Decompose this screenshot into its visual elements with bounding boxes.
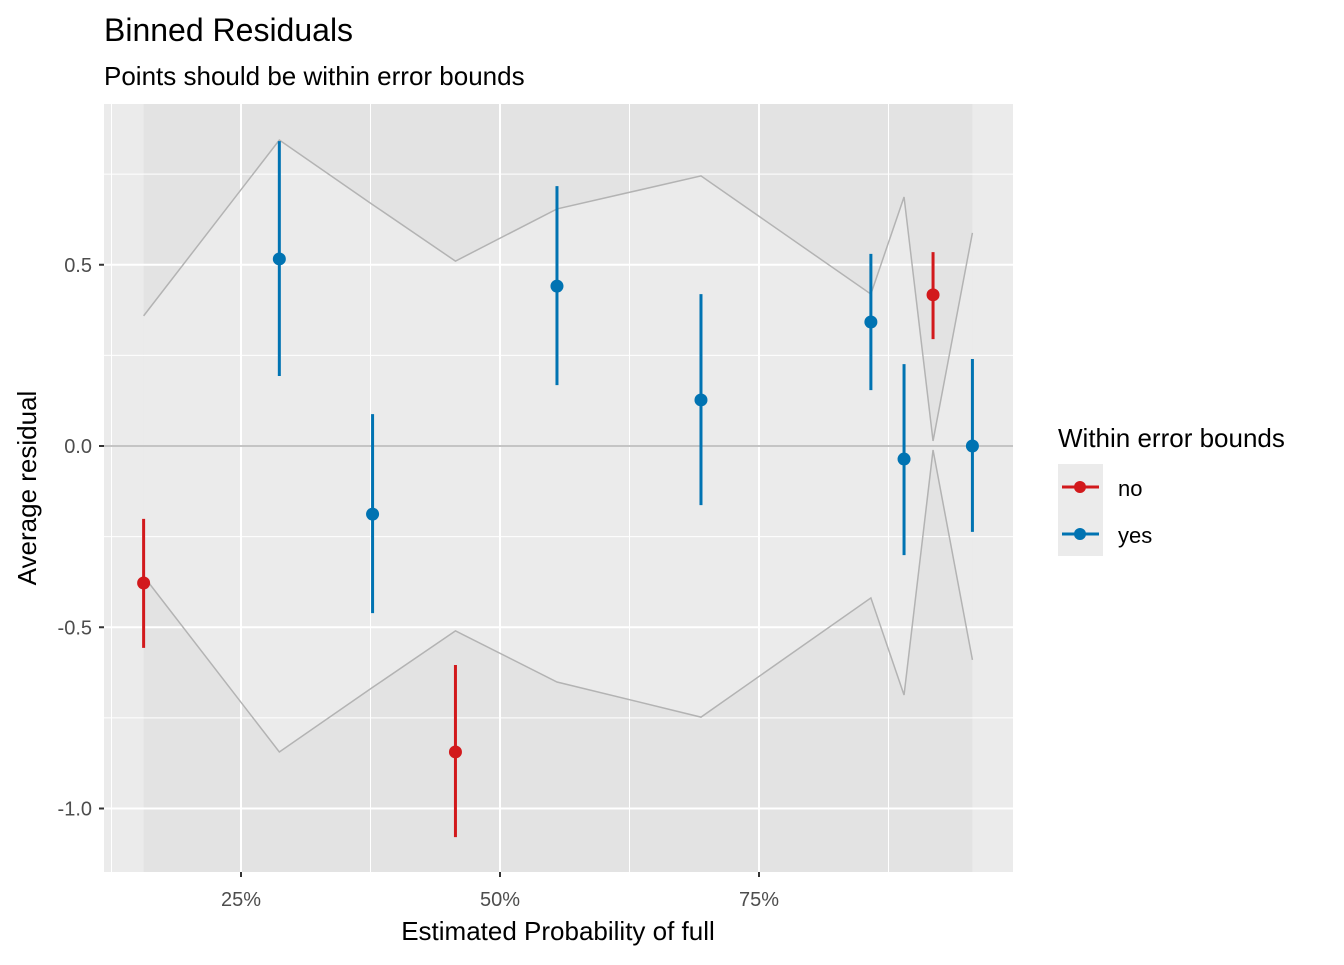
data-point-6 <box>864 315 878 329</box>
data-point-1 <box>272 252 286 266</box>
y-tick-label: 0.5 <box>64 255 92 277</box>
data-point-2 <box>366 507 380 521</box>
lower-bound-line <box>143 449 974 753</box>
chart-title: Binned Residuals <box>104 12 353 48</box>
legend-key-bg <box>1058 464 1103 556</box>
data-point-9 <box>965 439 979 453</box>
data-point-0 <box>137 576 151 590</box>
y-tick-label: 0.0 <box>64 436 92 458</box>
data-point-8 <box>926 288 940 302</box>
y-axis-label: Average residual <box>12 391 42 586</box>
x-axis-label: Estimated Probability of full <box>401 916 715 946</box>
axes: 25% 50% 75% 0.5 0.0 -0.5 -1.0 <box>58 255 780 911</box>
legend-key-no-point <box>1074 481 1086 493</box>
legend-key-yes-point <box>1074 528 1086 540</box>
upper-bound-line <box>143 139 974 442</box>
data-point-7 <box>897 452 911 466</box>
x-tick-label: 50% <box>480 889 520 911</box>
y-tick-label: -1.0 <box>58 799 92 821</box>
data-point-4 <box>550 279 564 293</box>
x-tick-label: 25% <box>221 889 261 911</box>
data-point-3 <box>448 745 462 759</box>
legend-label-no: no <box>1118 476 1142 501</box>
points-layer <box>137 141 979 838</box>
x-tick-label: 75% <box>739 889 779 911</box>
error-bounds <box>143 139 974 753</box>
grid <box>104 104 1013 872</box>
legend-title: Within error bounds <box>1058 423 1285 453</box>
legend-label-yes: yes <box>1118 523 1152 548</box>
y-tick-label: -0.5 <box>58 617 92 639</box>
chart-subtitle: Points should be within error bounds <box>104 61 525 91</box>
data-point-5 <box>694 393 708 407</box>
legend: Within error bounds no yes <box>1058 423 1285 556</box>
